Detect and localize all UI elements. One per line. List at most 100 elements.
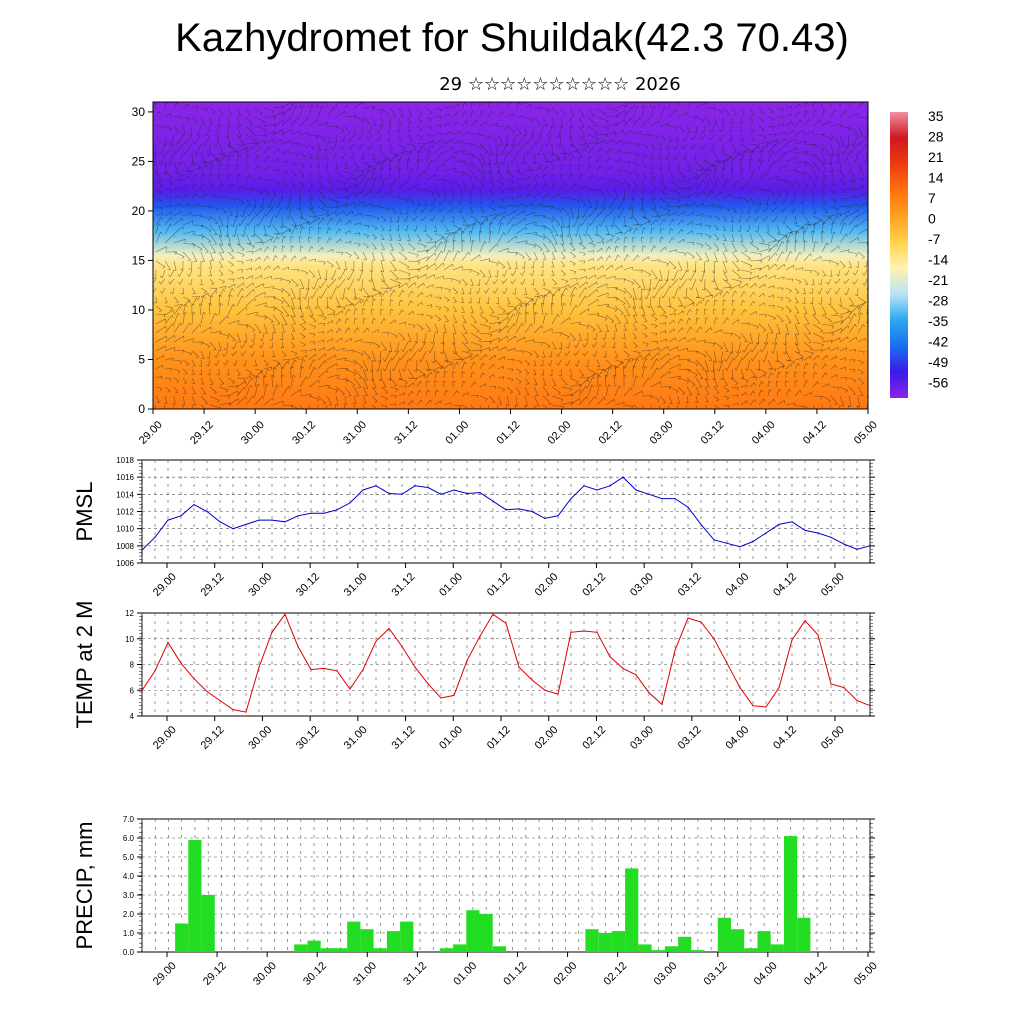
wind-barb-flag xyxy=(266,194,270,197)
wind-barb-flag xyxy=(515,308,517,312)
wind-barb xyxy=(722,233,727,241)
wind-barb-flag xyxy=(373,248,377,250)
wind-barb xyxy=(245,125,255,135)
wind-barb xyxy=(434,188,441,197)
wind-barb-flag xyxy=(225,196,227,200)
wind-barb xyxy=(782,206,787,213)
wind-barb-flag xyxy=(362,190,364,194)
wind-barb-flag xyxy=(356,278,360,282)
wind-barb xyxy=(722,224,727,231)
wind-barb-flag xyxy=(365,246,369,249)
wind-barb xyxy=(236,197,244,204)
wind-barb xyxy=(344,210,353,217)
wind-barb-flag xyxy=(174,335,176,339)
wind-barb-flag xyxy=(771,193,775,196)
wind-barb-flag xyxy=(311,148,315,151)
wind-barb-flag xyxy=(601,147,604,151)
wind-barb xyxy=(776,241,783,253)
wind-barb xyxy=(713,308,715,316)
wind-barb xyxy=(704,368,709,380)
wind-barb-flag xyxy=(745,200,749,204)
wind-barb-flag xyxy=(714,164,716,168)
wind-barb-flag xyxy=(659,285,662,289)
wind-barb xyxy=(533,224,546,227)
wind-barb-flag xyxy=(571,224,575,228)
wind-barb xyxy=(704,152,707,161)
wind-barb xyxy=(578,233,583,244)
wind-barb xyxy=(218,183,222,190)
wind-barb xyxy=(731,233,735,242)
wind-barb xyxy=(569,304,577,316)
wind-barb xyxy=(434,163,445,172)
wind-barb-flag xyxy=(675,109,678,113)
wind-barb xyxy=(695,171,706,181)
wind-barb xyxy=(686,230,693,235)
wind-barb xyxy=(281,278,291,282)
wind-barb-flag xyxy=(753,169,757,173)
wind-barb xyxy=(839,179,846,184)
wind-barb xyxy=(452,239,454,253)
wind-barb xyxy=(173,203,181,208)
wind-barb xyxy=(605,139,614,145)
wind-barb xyxy=(497,222,502,235)
wind-barb xyxy=(335,170,343,178)
wind-barb-flag xyxy=(596,138,599,142)
wind-barb xyxy=(758,374,766,379)
wind-barb xyxy=(452,150,465,154)
wind-barb xyxy=(725,350,733,362)
wind-barb-flag xyxy=(656,219,658,223)
wind-barb xyxy=(425,284,434,289)
wind-barb-flag xyxy=(242,364,246,367)
wind-barb-flag xyxy=(246,164,250,167)
wind-barb xyxy=(218,278,225,282)
wind-barb xyxy=(758,144,767,154)
wind-barb xyxy=(614,110,626,118)
wind-barb xyxy=(596,256,602,262)
wind-barb-flag xyxy=(169,197,172,201)
wind-barb-flag xyxy=(395,178,398,182)
wind-barb xyxy=(254,176,261,181)
wind-barb-flag xyxy=(553,164,556,167)
wind-barb-flag xyxy=(576,200,580,204)
wind-barb-flag xyxy=(835,364,837,368)
wind-barb-flag xyxy=(726,113,730,116)
wind-barb-flag xyxy=(274,245,278,249)
wind-barb xyxy=(515,161,521,172)
wind-barb-flag xyxy=(745,380,749,384)
wind-barb xyxy=(236,251,245,255)
wind-barb xyxy=(772,206,778,212)
wind-barb xyxy=(398,299,401,307)
wind-barb xyxy=(821,197,826,204)
wind-barb-flag xyxy=(420,218,423,222)
wind-barb-flag xyxy=(190,171,193,175)
wind-barb-flag xyxy=(711,280,715,283)
wind-barb xyxy=(245,374,255,379)
wind-barb xyxy=(479,353,487,361)
wind-barb xyxy=(523,152,526,165)
wind-barb xyxy=(848,313,855,325)
wind-barb xyxy=(263,233,274,238)
wind-barb-flag xyxy=(705,317,709,320)
wind-barb-flag xyxy=(306,354,308,358)
wind-barb xyxy=(731,251,739,262)
wind-barb xyxy=(749,300,754,307)
wind-barb-flag xyxy=(658,259,660,263)
wind-barb-flag xyxy=(231,154,234,157)
wind-barb xyxy=(479,305,484,314)
wind-barb xyxy=(177,134,184,145)
wind-barb xyxy=(434,241,442,253)
wind-barb xyxy=(560,116,563,128)
wind-barb-flag xyxy=(420,328,424,331)
wind-barb-flag xyxy=(212,163,215,166)
wind-barb xyxy=(641,358,647,370)
wind-barb-flag xyxy=(667,168,671,170)
wind-barb-flag xyxy=(775,263,777,267)
wind-barb-flag xyxy=(782,251,785,254)
wind-barb-flag xyxy=(187,299,190,302)
wind-barb xyxy=(216,350,220,358)
wind-barb xyxy=(169,152,175,165)
wind-barb-flag xyxy=(692,241,695,245)
wind-barb xyxy=(209,163,213,172)
wind-barb xyxy=(218,116,221,126)
wind-barb xyxy=(758,264,769,271)
